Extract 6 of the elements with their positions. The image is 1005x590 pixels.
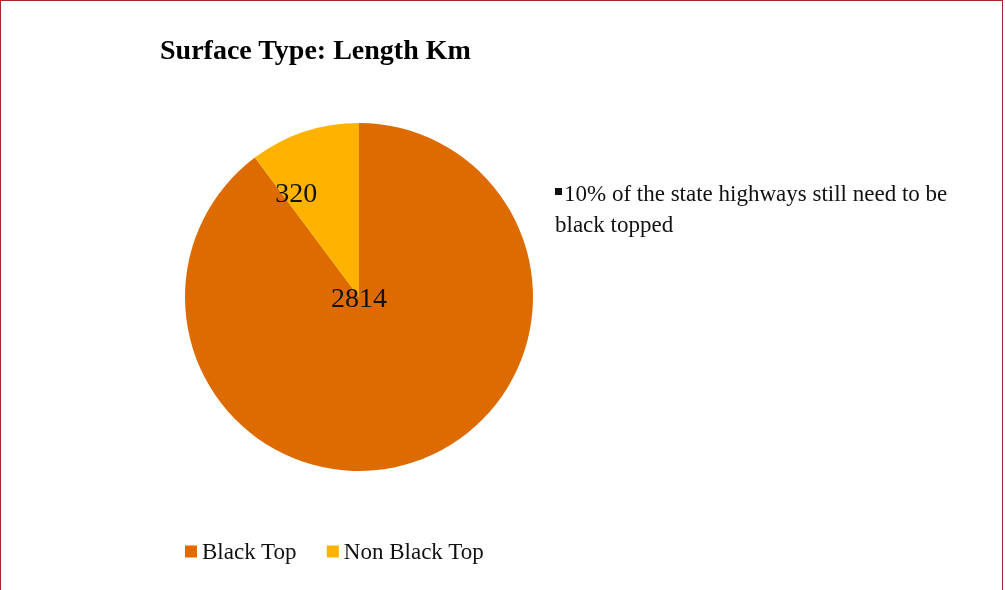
data-label: 2814 xyxy=(331,281,387,313)
chart-title: Surface Type: Length Km xyxy=(160,33,471,65)
legend-label: Black Top xyxy=(202,539,297,564)
data-label: 320 xyxy=(275,176,318,208)
legend-label: Non Black Top xyxy=(343,539,484,564)
text: 10% of the state highways still need to be black topped xyxy=(555,180,949,239)
